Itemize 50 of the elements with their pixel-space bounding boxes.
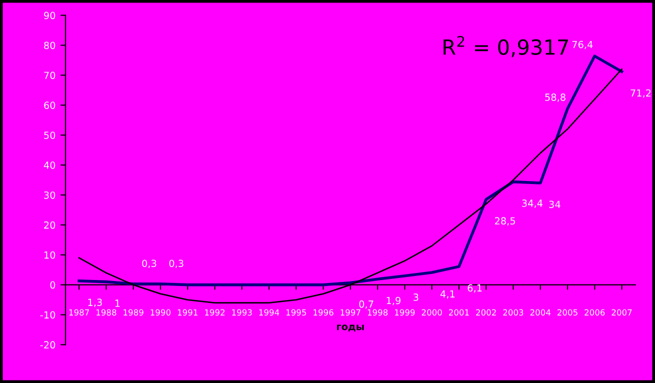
- x-tick-label: 1998: [368, 309, 388, 316]
- y-tick-label: -20: [40, 341, 56, 349]
- x-tick-label: 2006: [584, 309, 605, 316]
- y-tick-label: 10: [44, 251, 56, 259]
- x-tick-label: 1995: [286, 309, 306, 316]
- x-tick-label: 2003: [503, 309, 524, 316]
- y-tick-label: 40: [44, 162, 56, 169]
- x-tick-label: 1989: [124, 309, 144, 316]
- data-label: 1: [115, 300, 120, 307]
- y-tick-label: 20: [44, 221, 56, 229]
- x-tick-label: 1990: [150, 309, 171, 316]
- y-tick-label: 80: [44, 42, 56, 50]
- y-tick-label: -10: [40, 311, 56, 319]
- y-tick-label: 60: [44, 102, 56, 109]
- y-tick-label: 90: [44, 12, 56, 20]
- data-label: 3: [414, 294, 418, 301]
- y-tick-label: 0: [50, 281, 56, 289]
- data-label: 34,4: [522, 200, 542, 208]
- x-tick-label: 2001: [448, 309, 469, 316]
- x-tick-label: 1987: [69, 309, 89, 316]
- data-label: 1,3: [88, 298, 102, 307]
- data-label: 0,3: [142, 260, 156, 268]
- y-tick-label: 70: [44, 72, 56, 80]
- x-tick-label: 1992: [205, 309, 225, 316]
- data-label: 1,9: [386, 296, 400, 306]
- data-label: 34: [549, 200, 560, 208]
- data-label: 58,8: [545, 94, 566, 102]
- x-tick-label: 2002: [476, 309, 496, 316]
- x-tick-label: 2004: [530, 309, 551, 316]
- y-tick-label: 50: [44, 132, 56, 139]
- x-tick-label: 2007: [612, 309, 632, 316]
- data-label: 28,5: [494, 217, 516, 226]
- x-tick-label: 1999: [395, 309, 415, 316]
- data-label: 71,2: [630, 89, 651, 98]
- x-tick-label: 1988: [96, 309, 116, 316]
- data-label: 4,1: [440, 290, 455, 299]
- data-label: 76,4: [572, 40, 593, 50]
- data-label: 6,1: [468, 284, 482, 293]
- x-tick-label: 1993: [232, 309, 252, 316]
- y-tick-label: 30: [44, 191, 56, 199]
- x-tick-label: 2000: [422, 309, 442, 316]
- x-axis-title: годы: [337, 324, 364, 332]
- x-tick-label: 1994: [259, 309, 280, 316]
- x-tick-label: 1991: [178, 309, 198, 316]
- x-tick-label: 2005: [558, 309, 578, 316]
- x-tick-label: 1996: [314, 309, 334, 316]
- data-label: 0,3: [169, 260, 184, 268]
- annotation: R$^{2}$ = 0,9317: [444, 36, 568, 58]
- data-label: 0,7: [359, 300, 374, 309]
- x-tick-label: 1997: [340, 309, 360, 316]
